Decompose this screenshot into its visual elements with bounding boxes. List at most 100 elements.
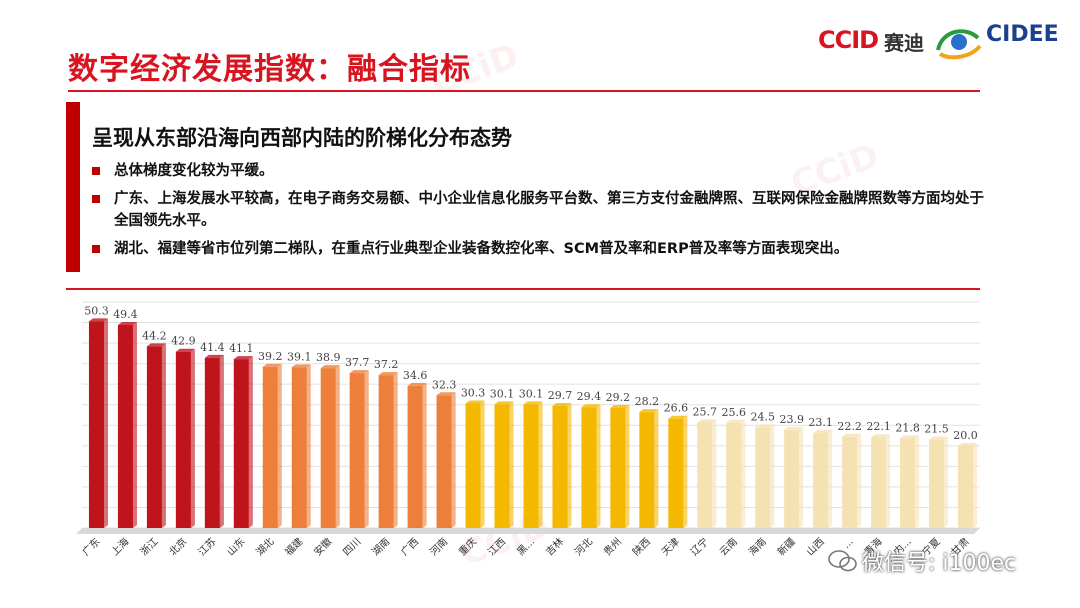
bar <box>175 351 191 528</box>
section-accent-bar <box>66 102 80 272</box>
bar <box>668 418 684 528</box>
bar-value-label: 30.1 <box>519 387 544 400</box>
bar-top <box>146 343 166 347</box>
category-label: 江苏 <box>195 535 218 558</box>
bar-top <box>668 415 688 419</box>
bar-value-label: 25.6 <box>722 406 747 419</box>
bar <box>436 395 452 528</box>
bar-value-label: 32.3 <box>432 378 457 391</box>
bar <box>900 438 916 528</box>
bar-top <box>929 436 949 440</box>
bar-side <box>625 405 630 528</box>
bar <box>465 403 481 528</box>
bar-value-label: 29.4 <box>577 390 602 403</box>
bar <box>204 357 220 528</box>
bar-top <box>88 318 109 322</box>
bar-top <box>842 433 862 437</box>
bar-side <box>654 409 659 528</box>
bar-side <box>306 364 311 528</box>
bar-side <box>161 343 166 528</box>
bar-side <box>190 348 195 528</box>
bar <box>726 422 742 528</box>
category-label: 湖南 <box>369 535 392 558</box>
ccid-logo-cn: 赛迪 <box>884 31 924 55</box>
bar-side <box>596 404 601 528</box>
bar-side <box>886 434 891 528</box>
bar-top <box>639 409 659 413</box>
bar-side <box>364 370 369 528</box>
category-label: 海南 <box>746 535 769 558</box>
category-label: 山东 <box>224 535 247 558</box>
category-label: 辽宁 <box>688 535 711 558</box>
chart-floor <box>76 528 980 534</box>
bar <box>320 368 336 528</box>
bar <box>957 445 974 528</box>
bar-value-label: 44.2 <box>142 329 167 342</box>
bar-top <box>175 348 195 352</box>
bar-value-label: 22.1 <box>866 420 891 433</box>
bar-value-label: 41.4 <box>200 341 225 354</box>
category-label: 天津 <box>659 536 682 559</box>
page-title: 数字经济发展指数：融合指标 <box>68 52 471 87</box>
wechat-icon <box>828 550 857 572</box>
title-divider <box>68 90 980 92</box>
bar-side <box>683 415 688 528</box>
cidee-logo-icon <box>936 29 982 60</box>
bar <box>871 437 887 528</box>
bullet-item: 湖北、福建等省市位列第二梯队，在重点行业典型企业装备数控化率、SCM普及率和ER… <box>92 238 992 260</box>
bar <box>842 436 858 528</box>
section-heading: 呈现从东部沿海向西部内陆的阶梯化分布态势 <box>92 126 512 150</box>
category-label: 云南 <box>717 535 740 558</box>
bar-top <box>523 401 543 405</box>
category-label: 新疆 <box>774 535 797 558</box>
bar-side <box>973 442 978 528</box>
bar-top <box>552 402 572 406</box>
category-label: 贵州 <box>601 535 624 558</box>
bullet-item: 广东、上海发展水平较高，在电子商务交易额、中小企业信息化服务平台数、第三方支付金… <box>92 188 992 232</box>
bar-side <box>480 400 485 528</box>
bar-top <box>755 424 775 428</box>
bar-value-label: 26.6 <box>664 402 689 415</box>
bar-value-label: 50.3 <box>84 304 109 317</box>
bar-value-label: 37.7 <box>345 356 370 369</box>
bar-value-label: 42.9 <box>171 335 196 348</box>
bar-value-label: 30.1 <box>490 387 515 400</box>
bar-side <box>219 354 224 528</box>
bar-side <box>132 322 137 528</box>
bar-value-label: 37.2 <box>374 358 399 371</box>
bar-side <box>335 365 340 528</box>
bar-value-label: 23.9 <box>779 413 804 426</box>
bar <box>407 385 423 528</box>
category-label: 江西 <box>486 536 509 559</box>
bar-top <box>436 392 456 396</box>
bar-side <box>944 436 949 528</box>
bar <box>610 408 626 528</box>
bar-value-label: 24.5 <box>750 410 775 423</box>
bar-value-label: 38.9 <box>316 351 341 364</box>
bar-top <box>900 435 920 439</box>
bar <box>784 429 800 528</box>
bar-top <box>233 356 253 360</box>
category-label: 山西 <box>804 536 827 559</box>
bar-value-label: 39.2 <box>258 350 283 363</box>
category-label: 四川 <box>341 536 363 558</box>
bar-side <box>712 419 717 528</box>
bar-side <box>828 430 833 528</box>
category-label: 北京 <box>166 535 189 558</box>
bar <box>697 422 713 528</box>
bar-side <box>538 401 543 528</box>
bar <box>349 373 365 528</box>
bar <box>233 359 249 528</box>
bar <box>639 412 655 528</box>
bar-top <box>378 372 398 376</box>
cidee-logo-text: CIDEE <box>986 22 1059 47</box>
bar-side <box>422 382 427 528</box>
bar <box>146 346 162 528</box>
ccid-logo: CCID <box>818 26 879 54</box>
bar-side <box>770 424 775 528</box>
bar-value-label: 25.7 <box>693 405 718 418</box>
bar-top <box>813 430 833 434</box>
bar <box>378 375 394 528</box>
category-label: 重庆 <box>456 535 479 558</box>
bar <box>929 439 945 528</box>
